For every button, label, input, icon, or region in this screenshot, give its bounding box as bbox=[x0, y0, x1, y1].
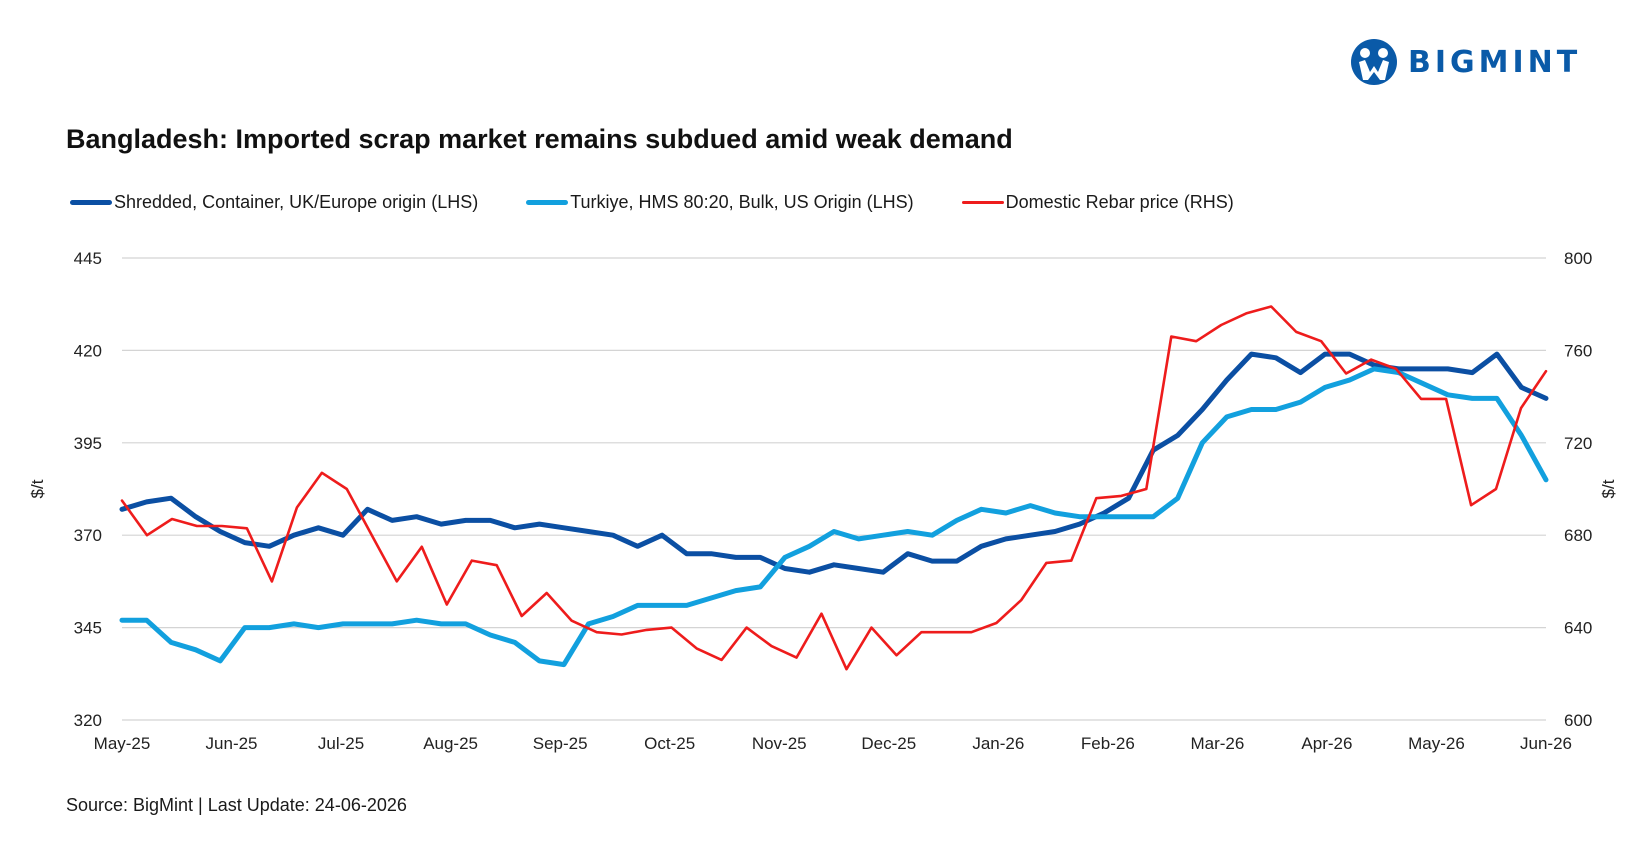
x-tick-label: Jan-26 bbox=[972, 734, 1024, 753]
x-tick-label: Sep-25 bbox=[533, 734, 588, 753]
x-tick-label: Jul-25 bbox=[318, 734, 364, 753]
y-axis-label-left: $/t bbox=[28, 479, 47, 498]
legend-label-rebar: Domestic Rebar price (RHS) bbox=[1005, 192, 1234, 212]
brand-name: BIGMINT bbox=[1408, 44, 1582, 80]
y-tick-left: 345 bbox=[74, 619, 102, 638]
bigmint-logo-icon bbox=[1351, 39, 1397, 85]
x-tick-label: Dec-25 bbox=[861, 734, 916, 753]
x-tick-label: Jun-26 bbox=[1520, 734, 1572, 753]
x-tick-label: Aug-25 bbox=[423, 734, 478, 753]
y-tick-left: 320 bbox=[74, 711, 102, 730]
y-tick-left: 445 bbox=[74, 249, 102, 268]
x-tick-label: Oct-25 bbox=[644, 734, 695, 753]
source-note: Source: BigMint | Last Update: 24-06-202… bbox=[66, 795, 407, 815]
y-tick-right: 760 bbox=[1564, 341, 1592, 360]
chart-title: Bangladesh: Imported scrap market remain… bbox=[66, 124, 1013, 154]
legend-swatch-turkiye bbox=[526, 200, 569, 205]
x-tick-label: May-25 bbox=[94, 734, 151, 753]
y-tick-right: 680 bbox=[1564, 526, 1592, 545]
y-tick-right: 600 bbox=[1564, 711, 1592, 730]
x-tick-label: Mar-26 bbox=[1190, 734, 1244, 753]
chart-legend: Shredded, Container, UK/Europe origin (L… bbox=[70, 192, 1282, 213]
y-axis-label-right: $/t bbox=[1599, 479, 1618, 498]
series-line-shredded bbox=[119, 351, 1549, 575]
x-tick-label: Jun-25 bbox=[206, 734, 258, 753]
y-tick-right: 800 bbox=[1564, 249, 1592, 268]
x-tick-label: Apr-26 bbox=[1301, 734, 1352, 753]
y-tick-left: 420 bbox=[74, 341, 102, 360]
bigmint-logo: BIGMINT bbox=[1350, 38, 1581, 86]
line-chart: 445 800 420 760 395 720 370 680 345 640 320 600 $/t $… bbox=[28, 249, 1618, 753]
x-tick-label: Nov-25 bbox=[752, 734, 807, 753]
legend-swatch-shredded bbox=[70, 200, 112, 205]
y-tick-right: 720 bbox=[1564, 434, 1592, 453]
legend-label-turkiye: Turkiye, HMS 80:20, Bulk, US Origin (LHS… bbox=[570, 192, 914, 212]
legend-item-turkiye: Turkiye, HMS 80:20, Bulk, US Origin (LHS… bbox=[526, 192, 914, 213]
y-tick-right: 640 bbox=[1564, 619, 1592, 638]
series-line-turkiye bbox=[119, 366, 1549, 668]
series-line-rebar bbox=[120, 305, 1548, 671]
x-tick-label: May-26 bbox=[1408, 734, 1465, 753]
legend-label-shredded: Shredded, Container, UK/Europe origin (L… bbox=[114, 192, 479, 212]
y-tick-left: 395 bbox=[74, 434, 102, 453]
x-tick-label: Feb-26 bbox=[1081, 734, 1135, 753]
legend-item-shredded: Shredded, Container, UK/Europe origin (L… bbox=[70, 192, 478, 213]
legend-item-rebar: Domestic Rebar price (RHS) bbox=[961, 192, 1234, 213]
legend-swatch-rebar bbox=[961, 201, 1004, 204]
y-tick-left: 370 bbox=[74, 526, 102, 545]
